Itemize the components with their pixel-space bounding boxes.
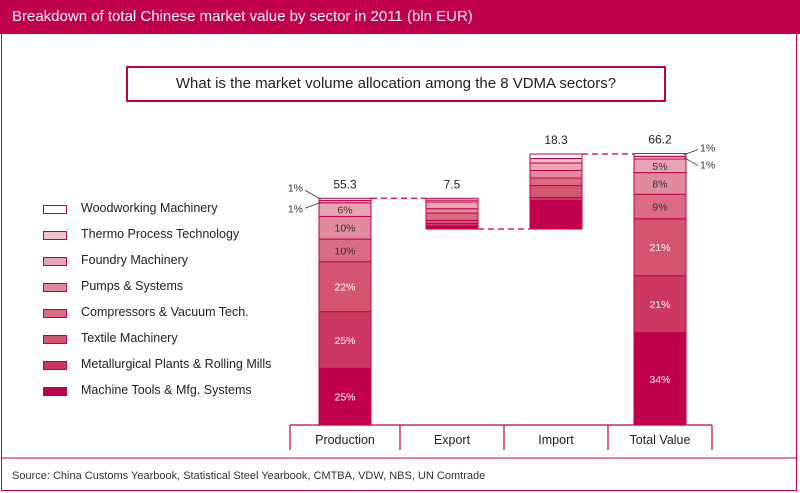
legend-label: Foundry Machinery: [81, 253, 188, 267]
callout-label: 1%: [288, 182, 303, 194]
bar-segment: [529, 169, 583, 179]
callout-line: [683, 149, 699, 155]
legend-swatch: [43, 387, 67, 396]
callout-line: [304, 201, 322, 209]
bar-segment: [425, 201, 479, 210]
bar-segment: [425, 208, 479, 214]
category-label: Export: [434, 433, 471, 447]
bar-segment: [425, 197, 479, 201]
segment-label: 8%: [652, 178, 667, 190]
legend-swatch: [43, 283, 67, 292]
legend-label: Thermo Process Technology: [81, 227, 240, 241]
bar-segment: [318, 311, 372, 369]
total-label: 18.3: [544, 133, 568, 147]
segment-label: 6%: [337, 205, 352, 217]
bar-segment: [318, 367, 372, 426]
chart-title: Breakdown of total Chinese market value …: [12, 8, 403, 25]
bar-segment: [633, 275, 687, 334]
category-label: Import: [538, 433, 574, 447]
chart-unit: (bln EUR): [406, 8, 473, 25]
segment-label: 22%: [334, 282, 355, 294]
callout-label: 1%: [700, 143, 715, 155]
legend-label: Metallurgical Plants & Rolling Mills: [81, 357, 272, 371]
total-label: 7.5: [444, 177, 461, 191]
bar-segment: [318, 197, 372, 202]
callout-line: [683, 157, 699, 166]
bar-segment: [633, 218, 687, 277]
callout-line: [304, 189, 322, 200]
question-box: What is the market volume allocation amo…: [126, 66, 666, 102]
total-label: 66.2: [648, 133, 672, 147]
bar-segment: [529, 185, 583, 199]
source-note: Source: China Customs Yearbook, Statisti…: [12, 470, 486, 482]
category-label: Production: [315, 433, 375, 447]
segment-label: 25%: [334, 392, 355, 404]
bar-segment: [318, 261, 372, 313]
legend-label: Machine Tools & Mfg. Systems: [81, 383, 252, 397]
segment-label: 34%: [649, 374, 670, 386]
legend-swatch: [43, 361, 67, 370]
bar-segment: [529, 157, 583, 164]
segment-label: 9%: [652, 202, 667, 214]
callout-label: 1%: [700, 160, 715, 172]
bar-segment: [529, 162, 583, 171]
legend-label: Compressors & Vacuum Tech.: [81, 305, 249, 319]
bar-segment: [633, 332, 687, 426]
callout-label: 1%: [288, 203, 303, 215]
legend-swatch: [43, 309, 67, 318]
legend-swatch: [43, 231, 67, 240]
segment-label: 25%: [334, 335, 355, 347]
bar-segment: [425, 212, 479, 221]
bar-segment: [633, 193, 687, 220]
legend-swatch: [43, 335, 67, 344]
legend-swatch: [43, 205, 67, 214]
segment-label: 21%: [649, 299, 670, 311]
bar-segment: [529, 153, 583, 159]
bar-segment: [529, 200, 583, 230]
segment-label: 21%: [649, 242, 670, 254]
legend-label: Woodworking Machinery: [81, 201, 218, 215]
segment-label: 10%: [334, 245, 355, 257]
header-bar: Breakdown of total Chinese market value …: [0, 0, 800, 34]
segment-label: 5%: [652, 161, 667, 173]
total-label: 55.3: [333, 177, 357, 191]
bar-segment: [529, 177, 583, 187]
category-label: Total Value: [630, 433, 691, 447]
bar-segment: [633, 153, 687, 157]
legend-label: Textile Machinery: [81, 331, 178, 345]
segment-label: 10%: [334, 223, 355, 235]
legend-swatch: [43, 257, 67, 266]
legend-label: Pumps & Systems: [81, 279, 184, 293]
